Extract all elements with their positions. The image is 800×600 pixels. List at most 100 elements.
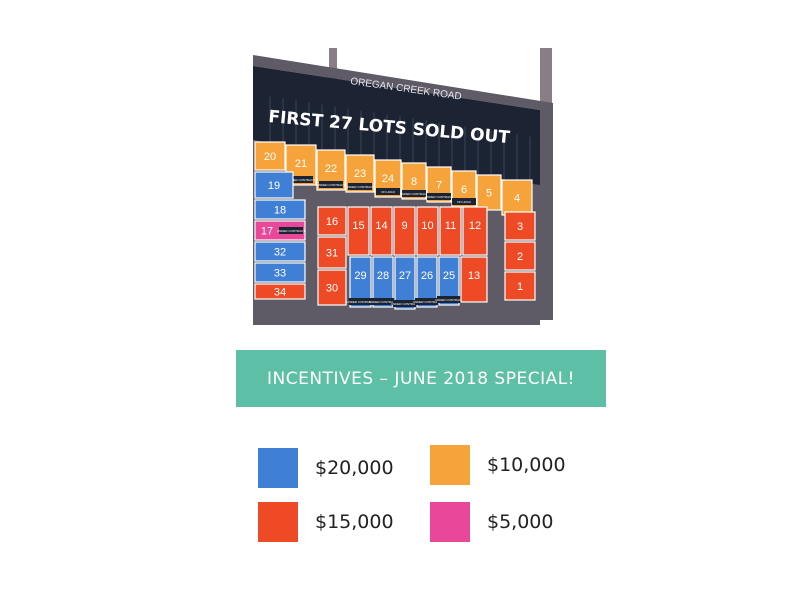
lot-number: 9 <box>401 220 407 232</box>
lot-number: 29 <box>354 270 366 282</box>
status-badge <box>393 300 417 307</box>
lot-number: 18 <box>274 205 286 217</box>
status-text: UNDER CONTRACT <box>287 178 315 182</box>
status-badge <box>319 181 343 188</box>
lot-number: 27 <box>399 270 411 282</box>
status-text: UNDER CONTRACT <box>425 195 453 199</box>
lot-map: OREGAN CREEK ROAD FIRST 27 LOTS SOLD OUT… <box>253 48 556 325</box>
lot-number: 31 <box>326 248 338 260</box>
swatch-blue <box>258 448 298 488</box>
legend-item: $15,000 <box>258 502 394 542</box>
sold-lots-area <box>253 66 540 195</box>
lot-9[interactable] <box>393 206 416 256</box>
lot-33[interactable] <box>254 262 306 283</box>
lot-34[interactable] <box>254 283 306 300</box>
lot-26[interactable] <box>416 256 438 308</box>
status-text: UNDER CONTRACT <box>435 298 463 302</box>
status-badge <box>437 296 461 303</box>
lot-number: 16 <box>326 216 338 228</box>
lot-number: 17 <box>261 226 273 238</box>
lot-4[interactable] <box>501 179 533 216</box>
lot-number: 25 <box>443 270 455 282</box>
incentives-banner: INCENTIVES – JUNE 2018 SPECIAL! <box>236 350 606 407</box>
lot-number: 2 <box>517 251 523 263</box>
legend-item: $10,000 <box>430 445 566 485</box>
lot-32[interactable] <box>254 241 306 262</box>
lot-number: 28 <box>377 270 389 282</box>
lot-number: 20 <box>264 151 276 163</box>
status-text: UNDER CONTRACT <box>317 183 345 187</box>
lot-20[interactable] <box>254 141 286 171</box>
lot-number: 5 <box>486 188 492 200</box>
lot-12[interactable] <box>462 206 488 256</box>
lot-28[interactable] <box>372 256 394 308</box>
status-badge <box>348 183 372 190</box>
status-text: UNDER CONTRACT <box>400 192 428 196</box>
lot-number: 26 <box>421 270 433 282</box>
lot-number: 11 <box>445 220 456 232</box>
legend-label: $15,000 <box>315 511 394 533</box>
status-badge <box>289 176 313 183</box>
lot-2[interactable] <box>504 241 536 271</box>
status-badge <box>452 198 476 205</box>
lot-number: 12 <box>469 220 481 232</box>
incentives-text: INCENTIVES – JUNE 2018 SPECIAL! <box>267 368 575 389</box>
status-text: ON HOLD <box>381 190 396 194</box>
status-text: UNDER CONTRACT <box>277 229 305 233</box>
lot-14[interactable] <box>370 206 393 256</box>
lot-number: 33 <box>274 268 286 280</box>
lot-5[interactable] <box>476 174 502 211</box>
legend-label: $10,000 <box>487 454 566 476</box>
lot-30[interactable] <box>317 269 347 306</box>
lot-number: 24 <box>382 173 394 185</box>
lot-13[interactable] <box>460 256 488 303</box>
lot-3[interactable] <box>504 211 536 241</box>
status-badge <box>415 298 439 305</box>
lot-31[interactable] <box>317 236 347 269</box>
lot-1[interactable] <box>504 271 536 301</box>
swatch-pink <box>430 502 470 542</box>
status-text: UNDER CONTRACT <box>413 300 441 304</box>
lot-number: 23 <box>354 168 366 180</box>
lot-number: 22 <box>325 163 337 175</box>
lot-11[interactable] <box>439 206 462 256</box>
status-badge <box>376 188 400 195</box>
status-badge <box>371 298 395 305</box>
road-label-right: CARKEET ROAD <box>544 203 556 290</box>
status-text: UNDER CONTRACT <box>369 300 397 304</box>
lot-number: 1 <box>517 281 523 293</box>
lot-25[interactable] <box>438 256 460 306</box>
lot-number: 30 <box>326 283 338 295</box>
status-text: ON HOLD <box>457 200 472 204</box>
status-badge <box>348 298 373 305</box>
legend-label: $5,000 <box>487 511 554 533</box>
status-badge <box>402 190 426 197</box>
lot-number: 13 <box>468 270 480 282</box>
lot-number: 34 <box>274 287 286 299</box>
lot-number: 15 <box>352 220 364 232</box>
swatch-red <box>258 502 298 542</box>
legend-item: $5,000 <box>430 502 553 542</box>
lot-16[interactable] <box>317 206 347 236</box>
lot-15[interactable] <box>347 206 370 256</box>
status-text: UNDER CONTRACT <box>346 300 374 304</box>
status-badge <box>279 227 303 234</box>
lot-number: 7 <box>436 180 442 192</box>
lot-number: 10 <box>421 220 433 232</box>
lot-29[interactable] <box>349 256 372 308</box>
swatch-orange <box>430 445 470 485</box>
lot-number: 21 <box>295 158 307 170</box>
pole <box>540 48 552 103</box>
lot-19[interactable] <box>254 171 294 199</box>
lot-number: 6 <box>461 184 467 196</box>
lot-10[interactable] <box>416 206 439 256</box>
lot-number: 19 <box>268 180 280 192</box>
lot-27[interactable] <box>394 256 416 310</box>
lot-number: 4 <box>514 193 520 205</box>
lot-number: 3 <box>517 221 523 233</box>
pole <box>329 48 337 83</box>
legend-label: $20,000 <box>315 457 394 479</box>
lot-number: 32 <box>274 247 286 259</box>
status-badge <box>427 193 451 200</box>
lot-18[interactable] <box>254 199 306 220</box>
